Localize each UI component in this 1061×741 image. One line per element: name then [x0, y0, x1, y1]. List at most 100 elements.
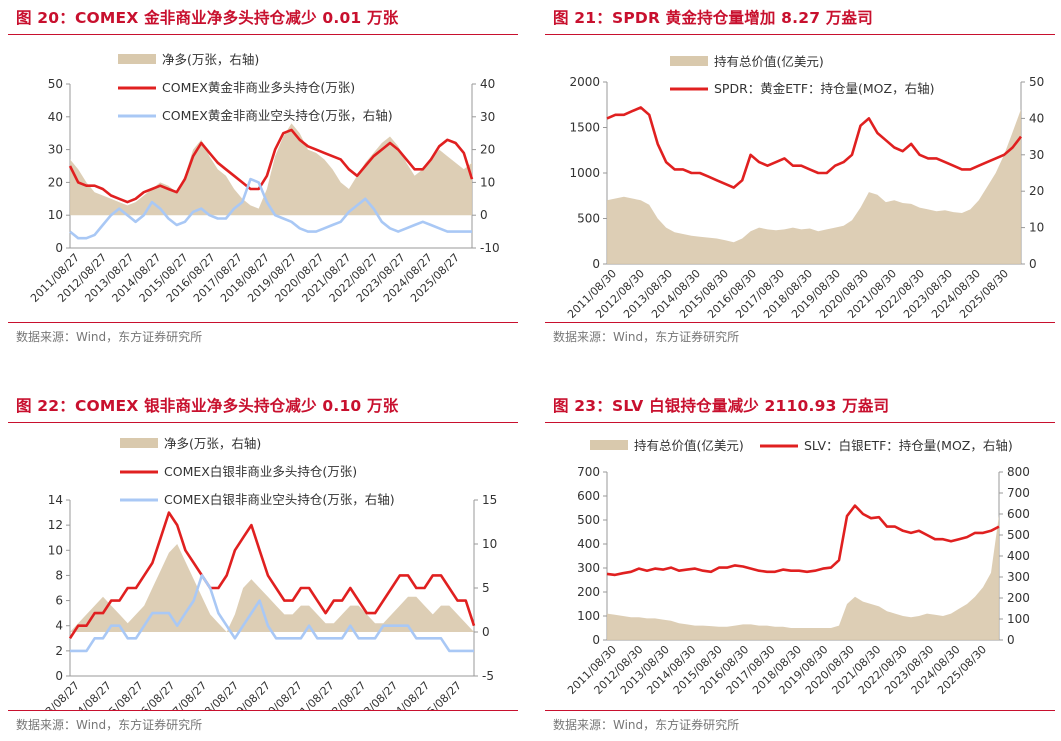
right-tick-label: 100: [1007, 612, 1030, 626]
left-tick-label: 12: [48, 518, 63, 532]
right-tick-label: 40: [1029, 111, 1044, 125]
series-line-2: [69, 177, 472, 240]
left-tick-label: 100: [577, 609, 600, 623]
right-tick-label: 50: [1029, 75, 1044, 89]
chart-panel-fig21: 图 21：SPDR 黄金持仓量增加 8.27 万盎司 0 500 1000 1500 2…: [545, 0, 1055, 350]
chart-title: 图 22：COMEX 银非商业净多头持仓减少 0.10 万张: [16, 397, 399, 415]
chart-fig23: 0 100 200 300 400 500 600 700 0 100 200 300 400 500 60…: [565, 438, 1030, 697]
right-tick-label: 0: [1029, 257, 1037, 271]
right-tick-label: 600: [1007, 507, 1030, 521]
series-area-0: [607, 515, 999, 640]
source-rule: [545, 322, 1055, 323]
legend-label: 持有总价值(亿美元): [634, 438, 744, 453]
right-tick-label: -10: [480, 241, 500, 255]
legend-label: COMEX黄金非商业多头持仓(万张): [162, 80, 355, 95]
left-tick-label: 10: [48, 208, 63, 222]
left-tick-label: 1000: [569, 166, 600, 180]
right-tick-label: 500: [1007, 528, 1030, 542]
chart-title: 图 20：COMEX 金非商业净多头持仓减少 0.01 万张: [16, 9, 399, 27]
left-tick-label: 20: [48, 175, 63, 189]
series-area-0: [607, 109, 1021, 264]
left-tick-label: 400: [577, 537, 600, 551]
legend-swatch: [118, 54, 156, 64]
right-tick-label: -5: [482, 669, 494, 683]
source-note: 数据来源：Wind，东方证券研究所: [553, 330, 740, 344]
right-tick-label: 300: [1007, 570, 1030, 584]
chart-panel-fig23: 图 23：SLV 白银持仓量减少 2110.93 万盎司 0 100 200 300 4…: [545, 388, 1055, 738]
chart-fig20: 01020304050-100102030402011/08/272012/08…: [28, 52, 500, 305]
chart-fig21: 0500100015002000010203040502011/08/30201…: [565, 54, 1044, 321]
source-note: 数据来源：Wind，东方证券研究所: [553, 718, 740, 732]
legend-label: COMEX白银非商业多头持仓(万张): [164, 464, 357, 479]
legend-label: SLV：白银ETF：持仓量(MOZ，右轴): [804, 438, 1013, 453]
source-rule: [8, 710, 518, 711]
source-note: 数据来源：Wind，东方证券研究所: [16, 718, 203, 732]
source-rule: [8, 322, 518, 323]
source-rule: [545, 710, 1055, 711]
left-tick-label: 0: [592, 257, 600, 271]
right-tick-label: 20: [1029, 184, 1044, 198]
left-tick-label: 2000: [569, 75, 600, 89]
legend-label: 持有总价值(亿美元): [714, 54, 824, 69]
title-rule: [545, 422, 1055, 423]
left-tick-label: 0: [55, 241, 63, 255]
left-tick-label: 6: [55, 594, 63, 608]
right-tick-label: 40: [480, 77, 495, 91]
legend-swatch: [670, 56, 708, 66]
left-tick-label: 2: [55, 644, 63, 658]
legend-label: 净多(万张，右轴): [164, 436, 261, 451]
right-tick-label: 5: [482, 581, 490, 595]
chart-fig22: 02468101214-50510152013/08/272014/08/272…: [28, 436, 497, 710]
series-line-1: [606, 106, 1023, 189]
right-tick-label: 15: [482, 493, 497, 507]
left-tick-label: 8: [55, 568, 63, 582]
left-tick-label: 500: [577, 212, 600, 226]
right-tick-label: 10: [482, 537, 497, 551]
left-tick-label: 0: [592, 633, 600, 647]
left-tick-label: 0: [55, 669, 63, 683]
x-tick-label: 2013/08/27: [28, 679, 82, 710]
title-rule: [8, 34, 518, 35]
series-area-0: [70, 123, 472, 216]
chart-title: 图 23：SLV 白银持仓量减少 2110.93 万盎司: [553, 397, 890, 415]
series-line-1: [606, 504, 1000, 577]
right-tick-label: 400: [1007, 549, 1030, 563]
right-tick-label: 0: [1007, 633, 1015, 647]
left-tick-label: 4: [55, 619, 63, 633]
series-line-1: [68, 128, 474, 204]
series-area-0: [70, 544, 474, 632]
left-tick-label: 40: [48, 110, 63, 124]
chart-title: 图 21：SPDR 黄金持仓量增加 8.27 万盎司: [553, 9, 873, 27]
right-tick-label: 0: [482, 625, 490, 639]
legend-label: COMEX白银非商业空头持仓(万张，右轴): [164, 492, 395, 507]
left-tick-label: 10: [48, 543, 63, 557]
source-note: 数据来源：Wind，东方证券研究所: [16, 330, 203, 344]
chart-panel-fig22: 图 22：COMEX 银非商业净多头持仓减少 0.10 万张 0 2 4 6 8 10 12…: [8, 388, 518, 738]
legend-label: SPDR：黄金ETF：持仓量(MOZ，右轴): [714, 81, 934, 96]
series-line-2: [70, 574, 474, 653]
right-tick-label: 30: [1029, 148, 1044, 162]
left-tick-label: 500: [577, 513, 600, 527]
left-tick-label: 200: [577, 585, 600, 599]
left-tick-label: 30: [48, 143, 63, 157]
left-tick-label: 700: [577, 465, 600, 479]
left-tick-label: 14: [48, 493, 63, 507]
legend-label: 净多(万张，右轴): [162, 52, 259, 67]
right-tick-label: 200: [1007, 591, 1030, 605]
right-tick-label: 10: [1029, 221, 1044, 235]
right-tick-label: 700: [1007, 486, 1030, 500]
right-tick-label: 800: [1007, 465, 1030, 479]
right-tick-label: 20: [480, 143, 495, 157]
left-tick-label: 300: [577, 561, 600, 575]
chart-panel-fig20: 图 20：COMEX 金非商业净多头持仓减少 0.01 万张 0 10 20 30 40…: [8, 0, 518, 350]
left-tick-label: 600: [577, 489, 600, 503]
series-line-1: [68, 511, 476, 640]
title-rule: [545, 34, 1055, 35]
legend-label: COMEX黄金非商业空头持仓(万张，右轴): [162, 108, 393, 123]
right-tick-label: 30: [480, 110, 495, 124]
right-tick-label: 10: [480, 175, 495, 189]
legend-swatch: [120, 438, 158, 448]
left-tick-label: 1500: [569, 121, 600, 135]
title-rule: [8, 422, 518, 423]
legend-swatch: [590, 440, 628, 450]
